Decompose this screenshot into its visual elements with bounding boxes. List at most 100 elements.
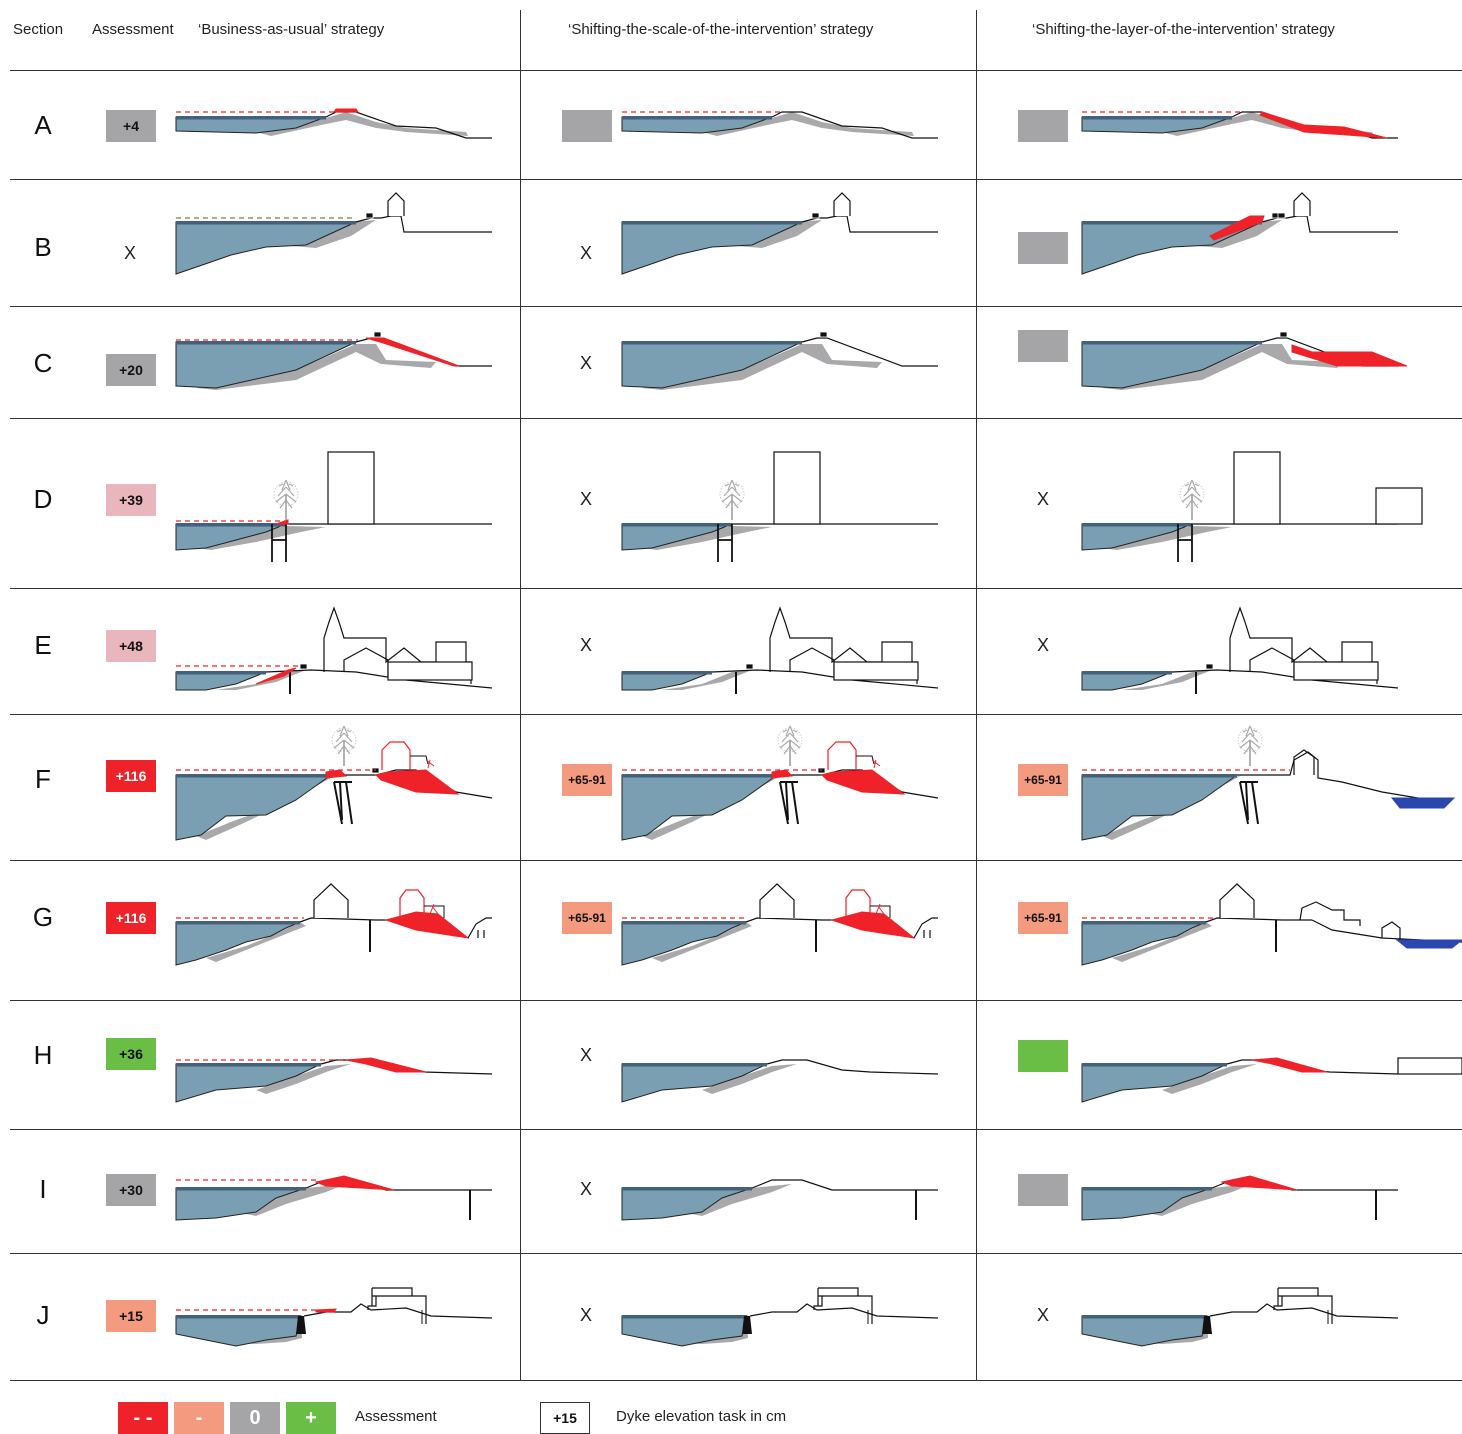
- water-surface: [176, 221, 356, 225]
- tree: [777, 725, 803, 767]
- header-business-as-usual: ‘Business-as-usual’ strategy: [198, 21, 385, 38]
- dyke-earth: [256, 112, 468, 136]
- assessment-badge: +65-91: [562, 764, 612, 796]
- water-surface: [1082, 1187, 1212, 1191]
- dyke-raise: [1220, 1175, 1298, 1191]
- column-divider-1: [520, 10, 521, 1380]
- not-applicable-mark: X: [579, 489, 592, 509]
- water-surface: [176, 671, 266, 675]
- water-surface: [176, 523, 286, 527]
- section-letter: F: [35, 764, 51, 794]
- quay-wall: [1177, 524, 1193, 562]
- section-letter: C: [33, 348, 53, 378]
- ground-line: [1171, 669, 1399, 689]
- cross-section-a: [621, 111, 938, 139]
- assessment-badge: [1018, 1174, 1068, 1206]
- dyke-earth: [702, 1064, 797, 1094]
- quay-wall: [296, 1316, 306, 1334]
- house: [870, 905, 891, 918]
- not-applicable-mark: X: [1036, 1305, 1049, 1325]
- not-applicable-mark: X: [1036, 635, 1049, 655]
- row-divider: [10, 1380, 1462, 1381]
- assessment-badge: +65-91: [1018, 902, 1068, 934]
- cross-section-g: [1081, 883, 1462, 966]
- header-section: Section: [13, 21, 64, 38]
- retention-basin: [1390, 797, 1456, 809]
- cross-section-a: [175, 108, 492, 139]
- dyke-raise: [365, 337, 460, 367]
- retention-basin: [1395, 939, 1462, 949]
- church: [1229, 606, 1378, 684]
- cross-section-d: [621, 451, 938, 562]
- cross-section-e: [621, 606, 939, 694]
- ground-line: [749, 1303, 939, 1319]
- water-body: [621, 1187, 753, 1221]
- cross-section-g: [621, 883, 938, 966]
- cross-section-g: [175, 883, 492, 966]
- water-surface: [622, 221, 802, 225]
- dyke-raise: [1251, 1057, 1328, 1073]
- car: [1205, 663, 1214, 670]
- section-letter: A: [34, 110, 52, 140]
- water-surface: [622, 116, 772, 120]
- tree: [331, 725, 357, 767]
- pile-foundation: [333, 781, 353, 825]
- dyke-earth: [196, 526, 326, 550]
- water-body: [175, 1063, 322, 1103]
- dyke-earth: [652, 922, 752, 962]
- row-divider: [10, 714, 1462, 715]
- not-applicable-mark: X: [1036, 489, 1049, 509]
- ground-line: [1311, 919, 1462, 943]
- water-surface: [1082, 921, 1206, 925]
- assessment-badge: +116: [106, 760, 156, 792]
- water-surface: [176, 774, 331, 778]
- assessment-badge: [1018, 330, 1068, 362]
- legend-elevation-label: Dyke elevation task in cm: [616, 1408, 787, 1425]
- dyke-earth: [662, 670, 752, 690]
- row-divider: [10, 418, 1462, 419]
- cross-section-e: [1081, 606, 1399, 694]
- not-applicable-mark: X: [579, 353, 592, 373]
- not-applicable-mark: X: [579, 243, 592, 263]
- car: [1277, 212, 1286, 219]
- water-body: [621, 774, 779, 841]
- cross-section-j: [621, 1287, 939, 1347]
- row-divider: [10, 1253, 1462, 1254]
- dyke-raise: [345, 1057, 427, 1073]
- ground-line: [265, 669, 493, 689]
- cross-section-i: [621, 1179, 938, 1221]
- assessment-badge: [562, 110, 612, 142]
- ground-line: [777, 769, 939, 799]
- building: [1273, 1287, 1333, 1324]
- building: [367, 1287, 427, 1324]
- legend-elevation-sample: +15: [540, 1402, 590, 1434]
- ground-line: [1209, 1303, 1399, 1319]
- church: [769, 606, 918, 684]
- ground-line: [711, 669, 939, 689]
- water-body: [1081, 774, 1239, 841]
- house: [1293, 749, 1315, 775]
- header-shifting-layer: ‘Shifting-the-layer-of-the-intervention’…: [1032, 21, 1335, 38]
- water-surface: [1082, 774, 1237, 778]
- cross-section-a: [1081, 111, 1398, 139]
- cross-section-b: [175, 192, 492, 275]
- dyke-earth: [236, 1184, 346, 1216]
- house: [856, 755, 875, 765]
- row-divider: [10, 179, 1462, 180]
- building: [387, 661, 473, 681]
- water-body: [175, 774, 333, 841]
- house: [833, 192, 851, 216]
- legend-swatch: - -: [118, 1402, 168, 1434]
- water-body: [621, 671, 713, 691]
- dyke-earth: [702, 112, 914, 136]
- dyke-earth: [206, 922, 306, 962]
- house: [1219, 883, 1255, 918]
- dyke-earth: [682, 1184, 792, 1216]
- dyke-raise: [384, 911, 470, 939]
- building: [813, 1287, 873, 1324]
- section-letter: G: [32, 902, 54, 932]
- building: [327, 451, 375, 525]
- assessment-badge: +36: [106, 1038, 156, 1070]
- house-raised: [381, 741, 411, 770]
